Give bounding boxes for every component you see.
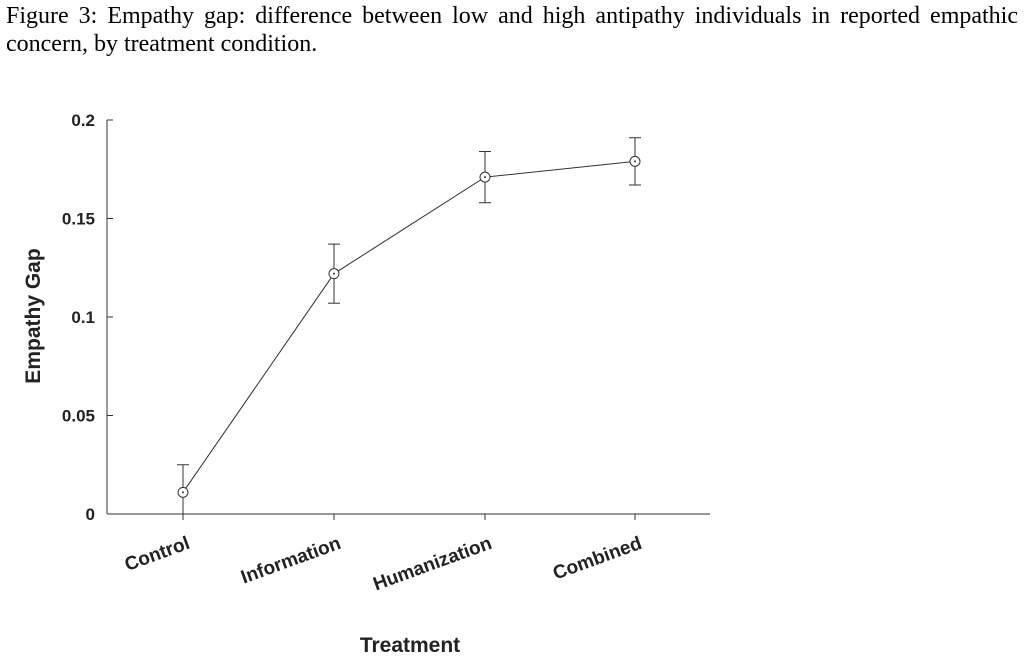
data-point-center: [634, 160, 636, 163]
y-axis-label: Empathy Gap: [22, 248, 45, 383]
y-tick-label: 0.2: [71, 111, 95, 130]
axes: [106, 120, 710, 515]
data-point-center: [333, 272, 335, 275]
data-point-center: [484, 176, 486, 179]
x-tick-label: Humanization: [370, 533, 494, 595]
x-tick-label: Information: [238, 533, 343, 588]
x-tick-label: Control: [122, 533, 193, 576]
x-axis-label: Treatment: [360, 634, 460, 657]
y-tick-label: 0.05: [62, 407, 95, 426]
x-tick-label: Combined: [550, 533, 644, 585]
y-axis-ticks: 0 0.05 0.1 0.15 0.2: [62, 111, 113, 524]
y-tick-label: 0.1: [71, 308, 95, 327]
x-axis-ticks: Control Information Humanization Combined: [122, 514, 645, 595]
series-line: [177, 137, 641, 520]
y-tick-label: 0.15: [62, 210, 95, 229]
series-line-path: [182, 160, 636, 493]
data-point-center: [182, 491, 184, 494]
figure-caption: Figure 3: Empathy gap: difference betwee…: [6, 3, 1018, 57]
y-tick-label: 0: [86, 505, 95, 524]
